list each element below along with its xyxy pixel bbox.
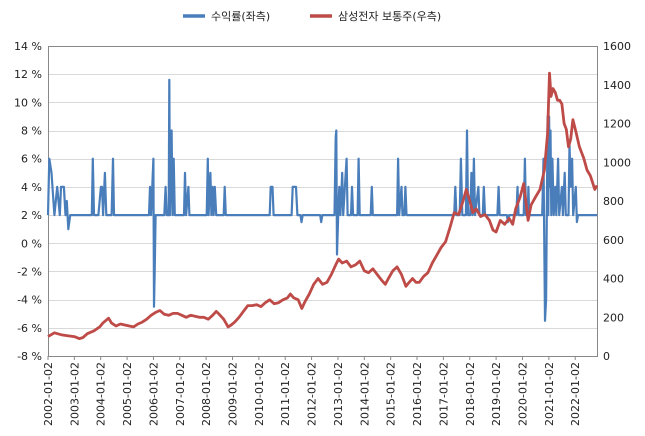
legend-label-samsung: 삼성전자 보통주(우측) xyxy=(338,10,441,23)
y-right-tick-label: 1400 xyxy=(603,79,631,92)
x-tick-label: 2007-01-02 xyxy=(174,362,187,426)
x-tick-label: 2015-01-02 xyxy=(385,362,398,426)
y-left-tick-label: -2 % xyxy=(17,265,42,278)
y-right-tick-label: 0 xyxy=(603,350,610,363)
series-samsung-line xyxy=(47,71,599,341)
y-right-tick-label: 800 xyxy=(603,195,624,208)
y-left-tick-label: 0 % xyxy=(21,237,42,250)
gridlines xyxy=(48,46,598,357)
x-tick-label: 2010-01-02 xyxy=(253,362,266,426)
x-axis: 2002-01-02 2003-01-02 2004-01-02 2005-01-02… xyxy=(42,356,582,426)
x-tick-label: 2021-01-02 xyxy=(543,362,556,426)
y-left-tick-label: 10 % xyxy=(14,96,42,109)
x-tick-label: 2019-01-02 xyxy=(490,362,503,426)
x-tick-label: 2002-01-02 xyxy=(42,362,55,426)
x-tick-label: 2016-01-02 xyxy=(411,362,424,426)
x-tick-label: 2009-01-02 xyxy=(227,362,240,426)
x-tick-label: 2012-01-02 xyxy=(306,362,319,426)
x-tick-label: 2022-01-02 xyxy=(569,362,582,426)
x-tick-label: 2008-01-02 xyxy=(200,362,213,426)
x-tick-label: 2013-01-02 xyxy=(332,362,345,426)
plot-area xyxy=(46,71,599,341)
y-right-tick-label: 1200 xyxy=(603,118,631,131)
right-axis: 0 200 400 600 800 1000 1200 1400 1600 xyxy=(603,40,631,363)
y-left-tick-label: -8 % xyxy=(17,350,42,363)
y-left-tick-label: 14 % xyxy=(14,40,42,53)
y-right-tick-label: 200 xyxy=(603,311,624,324)
x-tick-label: 2005-01-02 xyxy=(121,362,134,426)
y-left-tick-label: 12 % xyxy=(14,68,42,81)
y-right-tick-label: 400 xyxy=(603,273,624,286)
legend: 수익률(좌측) 삼성전자 보통주(우측) xyxy=(183,10,441,23)
x-tick-label: 2011-01-02 xyxy=(279,362,292,426)
y-left-tick-label: 6 % xyxy=(21,153,42,166)
y-left-tick-label: 4 % xyxy=(21,181,42,194)
y-left-tick-label: 8 % xyxy=(21,125,42,138)
x-tick-label: 2003-01-02 xyxy=(68,362,81,426)
series-returns-line xyxy=(46,78,597,322)
x-tick-label: 2004-01-02 xyxy=(95,362,108,426)
x-tick-label: 2014-01-02 xyxy=(358,362,371,426)
x-tick-label: 2018-01-02 xyxy=(464,362,477,426)
y-left-tick-label: -6 % xyxy=(17,322,42,335)
y-right-tick-label: 600 xyxy=(603,234,624,247)
x-tick-label: 2006-01-02 xyxy=(147,362,160,426)
x-tick-label: 2020-01-02 xyxy=(516,362,529,426)
y-left-tick-label: 2 % xyxy=(21,209,42,222)
y-right-tick-label: 1600 xyxy=(603,40,631,53)
y-left-tick-label: -4 % xyxy=(17,294,42,307)
legend-label-returns: 수익률(좌측) xyxy=(211,10,270,23)
y-right-tick-label: 1000 xyxy=(603,156,631,169)
left-axis: -8 % -6 % -4 % -2 % 0 % 2 % 4 % 6 % 8 % 10 % 12 % 1… xyxy=(14,40,42,363)
x-tick-label: 2017-01-02 xyxy=(437,362,450,426)
plot-frame xyxy=(48,46,598,357)
